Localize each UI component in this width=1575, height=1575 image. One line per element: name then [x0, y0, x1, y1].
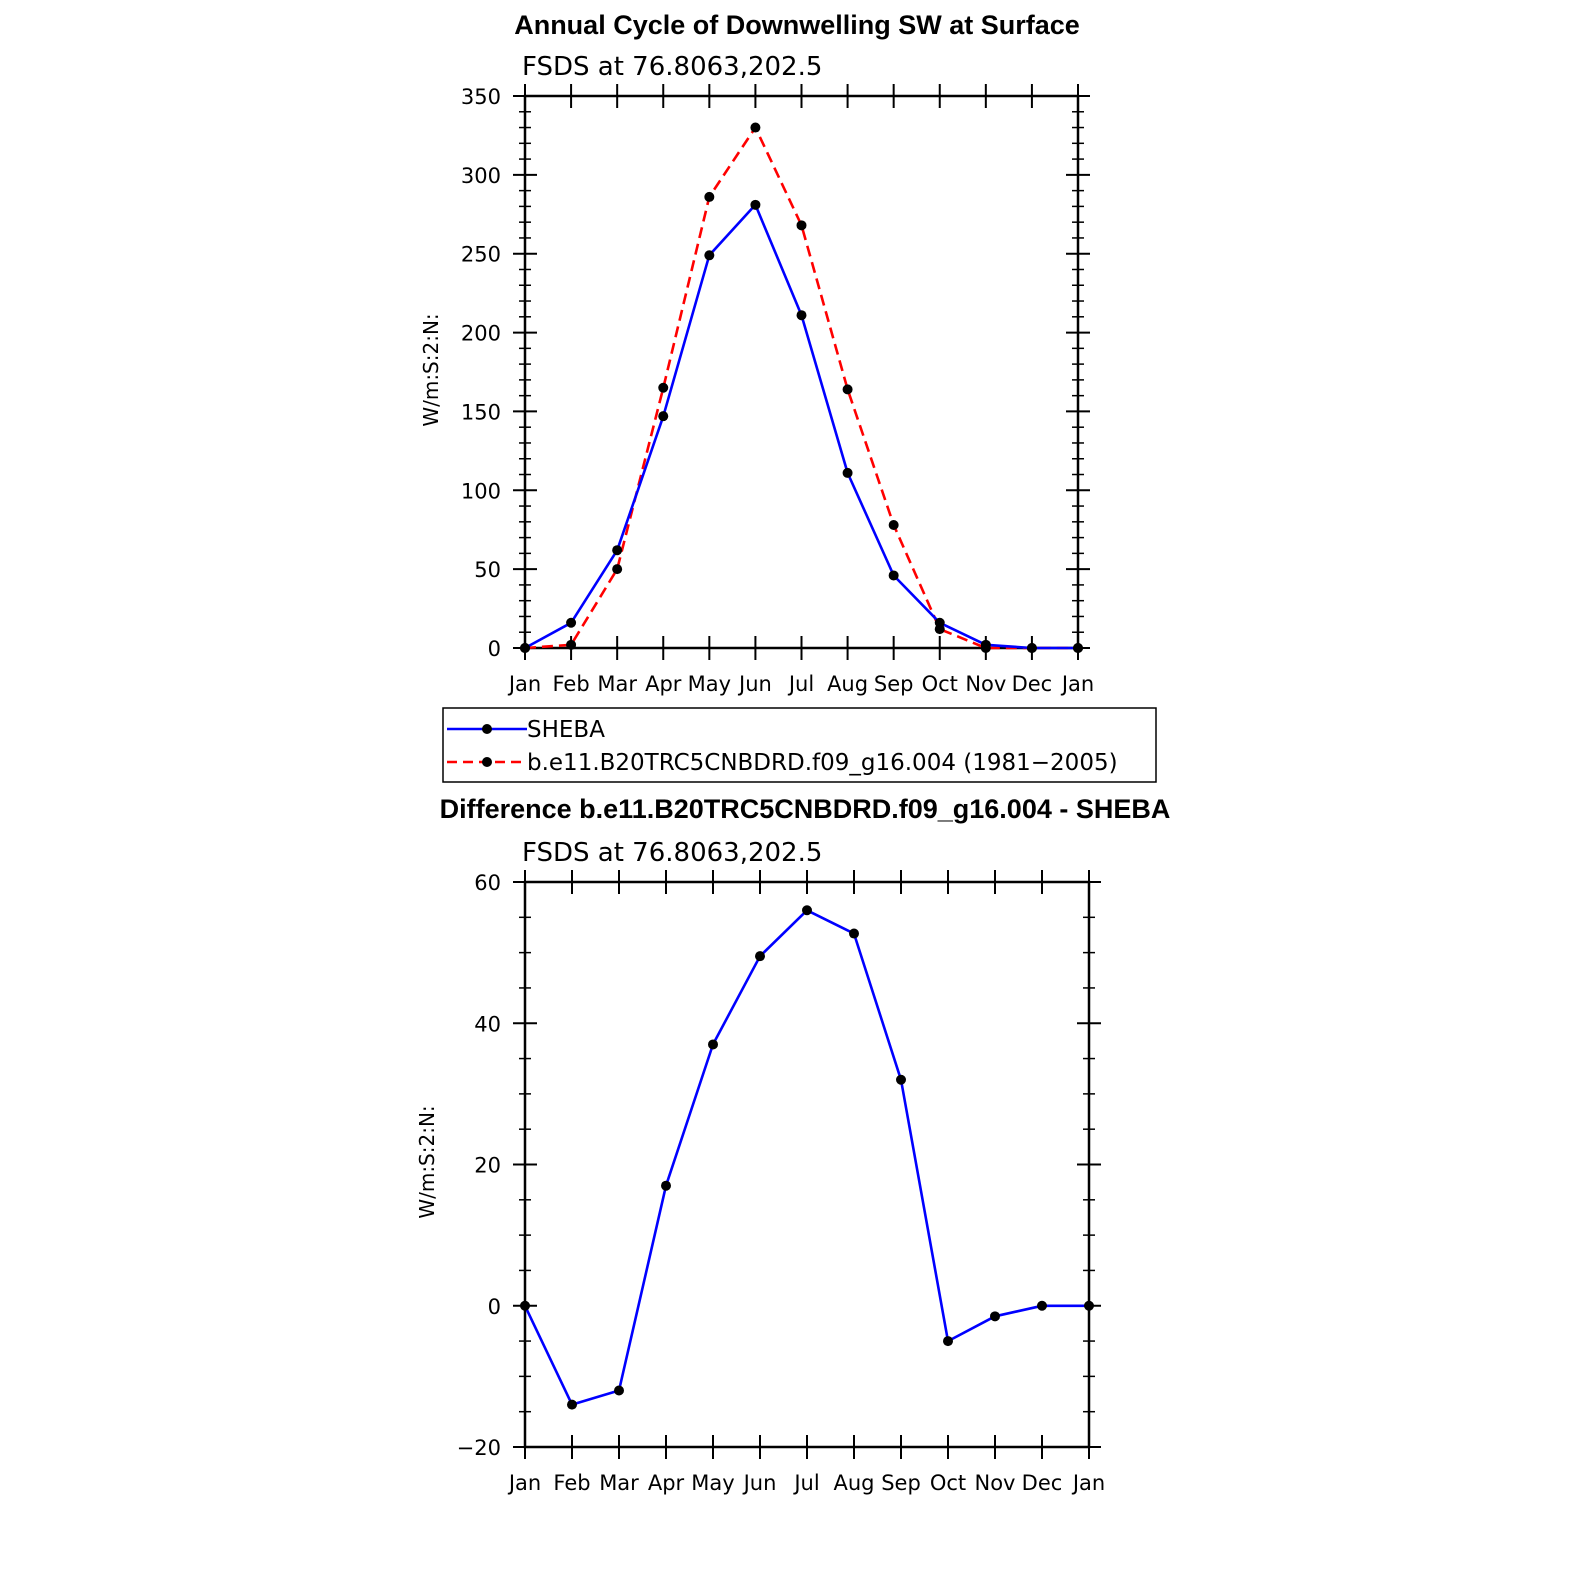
chart-2-series-1-point: [755, 951, 765, 962]
chart-2-subtitle: FSDS at 76.8063,202.5: [522, 838, 822, 868]
chart-2-x-tick-label: Jan: [1071, 1471, 1105, 1495]
chart-2-series-1-point: [802, 905, 812, 916]
legend-label-model: b.e11.B20TRC5CNBDRD.f09_g16.004 (1981−20…: [527, 750, 1118, 776]
chart-1-series-2-point: [658, 382, 669, 393]
legend-label-sheba: SHEBA: [527, 717, 605, 743]
chart-2-frame: [523, 880, 1091, 1449]
chart-2-series-1-point: [567, 1399, 577, 1410]
chart-1-series-2-line: [524, 126, 1078, 650]
chart-1-x-tick-label: Dec: [1012, 672, 1053, 696]
chart-1-series-2-point: [796, 220, 807, 231]
chart-1-plot: Jan Feb Mar Apr May Jun Jul Aug Sep Oct Nov Dec Jan0…: [461, 84, 1094, 696]
chart-1-x-tick-label: Aug: [827, 672, 868, 696]
chart-2-title: Difference b.e11.B20TRC5CNBDRD.f09_g16.0…: [440, 794, 1171, 824]
legend-marker-sheba: [482, 724, 492, 734]
chart-2-x-tick-label: Jun: [742, 1471, 777, 1495]
chart-1-series-2-point: [704, 191, 715, 202]
chart-2-series-1-point: [1084, 1300, 1094, 1311]
chart-2-x-tick-label: Mar: [599, 1471, 639, 1495]
chart-1-series-1-line: [524, 203, 1078, 650]
chart-1-y-tick-label: 350: [461, 85, 501, 109]
chart-1-x-tick-label: Jan: [507, 672, 541, 696]
chart-1-series-1-point: [704, 250, 715, 261]
chart-2-series-1-point: [943, 1336, 953, 1347]
chart-1-x-tick-label: Jun: [737, 672, 772, 696]
chart-1-series-2-point: [1073, 643, 1083, 653]
chart-2-series-1-point: [1037, 1300, 1047, 1311]
chart-1-series-2-point: [520, 643, 530, 653]
chart-1-y-tick-label: 300: [461, 164, 501, 188]
chart-1-series-1-point: [750, 199, 761, 210]
chart-1-title: Annual Cycle of Downwelling SW at Surfac…: [514, 10, 1080, 40]
chart-1-y-tick-label: 0: [488, 637, 501, 661]
chart-2-y-tick-label: −20: [457, 1436, 501, 1460]
chart-2-series-1-point: [520, 1300, 530, 1311]
legend-box: [442, 707, 1157, 783]
chart-2-x-tick-label: Feb: [553, 1471, 590, 1495]
chart-2-plot: Jan Feb Mar Apr May Jun Jul Aug Sep Oct Nov Dec Jan−…: [457, 870, 1105, 1495]
chart-1-series-1-point: [842, 467, 853, 478]
chart-2-y-tick-label: 60: [474, 871, 501, 895]
chart-2-series-1-point: [896, 1074, 906, 1085]
chart-2-x-tick-label: Nov: [975, 1471, 1016, 1495]
chart-2-x-tick-label: Sep: [881, 1471, 921, 1495]
chart-2-y-tick-label: 0: [488, 1295, 501, 1319]
chart-2-x-tick-label: Dec: [1022, 1471, 1063, 1495]
chart-2-series-1-point: [614, 1385, 624, 1396]
chart-1-series-2-point: [1026, 643, 1037, 653]
chart-1-x-tick-label: May: [688, 672, 731, 696]
chart-1-series-1-point: [796, 310, 807, 321]
chart-2-series-1-point: [849, 928, 859, 939]
chart-1-y-tick-label: 250: [461, 243, 501, 267]
chart-2-x-tick-label: Aug: [833, 1471, 874, 1495]
chart-2-x-tick-label: Oct: [930, 1471, 966, 1495]
legend: SHEBA b.e11.B20TRC5CNBDRD.f09_g16.004 (1…: [442, 707, 1157, 783]
chart-1-subtitle: FSDS at 76.8063,202.5: [522, 52, 822, 82]
chart-2-x-tick-label: Apr: [648, 1471, 685, 1495]
chart-2-y-tick-label: 20: [474, 1154, 501, 1178]
chart-1-series-1-point: [888, 570, 899, 581]
chart-2-series-1-point: [661, 1180, 671, 1191]
chart-1-series-1-point: [612, 545, 623, 556]
chart-1-series-2-point: [612, 564, 623, 575]
chart-1-series-1-point: [566, 617, 577, 628]
chart-1-series-2-point: [842, 384, 853, 395]
chart-2-x-tick-label: Jan: [507, 1471, 541, 1495]
chart-1-series-1-point: [658, 411, 669, 422]
chart-2-x-tick-label: May: [691, 1471, 734, 1495]
chart-1-x-tick-label: Nov: [965, 672, 1006, 696]
chart-1-x-tick-label: Apr: [645, 672, 682, 696]
chart-2-y-tick-label: 40: [474, 1012, 501, 1036]
chart-1-series-2-point: [980, 643, 991, 653]
chart-1-x-tick-label: Jul: [787, 672, 814, 696]
chart-1-y-tick-label: 50: [474, 558, 501, 582]
chart-2-y-axis-label: W/m:S:2:N:: [415, 1105, 439, 1218]
chart-1-x-tick-label: Mar: [597, 672, 637, 696]
legend-marker-model: [482, 757, 492, 767]
chart-2-x-tick-label: Jul: [792, 1471, 819, 1495]
chart-1-y-tick-label: 200: [461, 322, 501, 346]
chart-1-y-tick-label: 150: [461, 400, 501, 424]
chart-1-series-2-point: [888, 519, 899, 530]
chart-1-series-2-point: [566, 639, 577, 650]
chart-2-series-1-line: [523, 908, 1089, 1406]
chart-2-series-1-point: [708, 1039, 718, 1050]
chart-1-series-2-point: [750, 122, 761, 133]
chart-1-x-tick-label: Oct: [922, 672, 958, 696]
chart-1-y-axis-label: W/m:S:2:N:: [419, 313, 443, 426]
chart-2-series-1-point: [990, 1311, 1000, 1322]
chart-1-x-tick-label: Jan: [1060, 672, 1094, 696]
chart-1-x-tick-label: Sep: [874, 672, 914, 696]
chart-1-series-2-point: [934, 624, 945, 635]
chart-1-x-tick-label: Feb: [552, 672, 589, 696]
chart-1-y-tick-label: 100: [461, 479, 501, 503]
